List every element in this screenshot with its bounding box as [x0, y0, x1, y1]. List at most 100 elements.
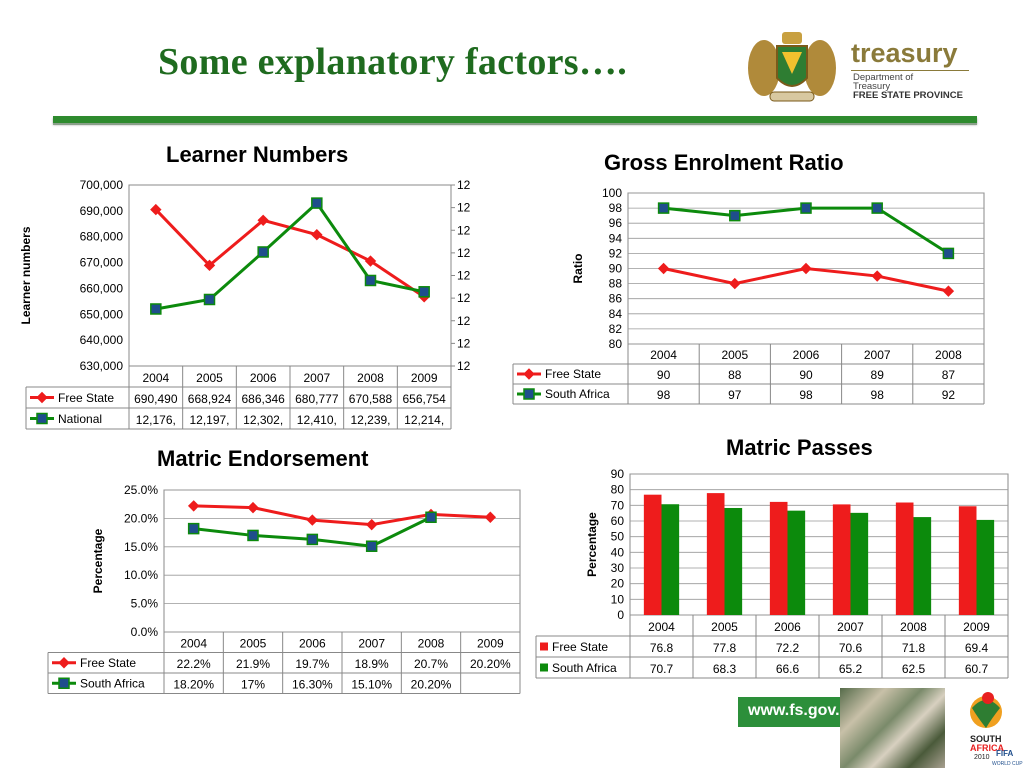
- badge-line5: WORLD CUP: [992, 761, 1023, 767]
- data-point: [257, 214, 269, 227]
- table-cell-value: 18.9%: [355, 657, 389, 671]
- table-cell-value: 69.4: [965, 641, 989, 655]
- y-tick-label: 0: [617, 608, 624, 622]
- x-category-label: 2008: [357, 371, 384, 385]
- learner-numbers-chart: 700,000 690,000 680,000 670,000 660,000 650,0…: [19, 178, 470, 430]
- bar: [769, 501, 788, 615]
- y-tick-label: 660,000: [80, 281, 124, 295]
- legend-key: [540, 642, 548, 651]
- legend-label: Free State: [552, 640, 608, 654]
- legend-marker: [36, 412, 48, 425]
- y2-tick-label: 12,200,000: [457, 291, 470, 305]
- table-cell-value: 16.30%: [292, 678, 333, 692]
- y-tick-label: 30: [611, 561, 625, 575]
- table-cell-value: 12,214,: [404, 413, 444, 427]
- table-cell-value: 12,176,: [136, 413, 176, 427]
- legend-marker: [58, 657, 70, 669]
- legend-marker: [36, 391, 48, 404]
- table-cell-value: 71.8: [902, 641, 926, 655]
- x-category-label: 2007: [864, 348, 891, 362]
- data-point: [365, 540, 378, 552]
- data-point: [150, 303, 162, 315]
- table-cell-value: 88: [728, 368, 742, 382]
- y-tick-label: 10.0%: [124, 568, 158, 582]
- table-cell-value: 12,239,: [350, 413, 390, 427]
- data-point: [657, 202, 670, 214]
- table-cell-value: 22.2%: [177, 657, 211, 671]
- table-cell-value: 70.6: [839, 641, 863, 655]
- table-cell-value: 98: [657, 388, 671, 402]
- y2-tick-label: 12,150,000: [457, 314, 470, 328]
- table-cell-value: 90: [657, 368, 671, 382]
- table-cell-value: 690,490: [134, 392, 178, 406]
- data-point: [800, 262, 812, 275]
- y-tick-label: 20.0%: [124, 511, 158, 525]
- data-point: [364, 274, 377, 287]
- data-point: [311, 228, 323, 241]
- table-cell-value: 66.6: [776, 662, 800, 676]
- table-cell-value: 20.20%: [470, 657, 511, 671]
- table-cell-value: 12,410,: [297, 413, 337, 427]
- data-point: [365, 518, 378, 531]
- bar: [724, 507, 743, 615]
- data-point: [257, 246, 269, 258]
- x-category-label: 2007: [837, 620, 864, 634]
- y-tick-label: 40: [611, 545, 625, 559]
- website-banner: [738, 697, 840, 727]
- data-point: [484, 511, 497, 523]
- y2-tick-label: 12,050,000: [457, 359, 470, 373]
- y2-tick-label: 12,450,000: [457, 178, 470, 192]
- bar: [706, 493, 725, 615]
- y-tick-label: 10: [611, 592, 625, 606]
- table-cell-value: 18.20%: [173, 678, 214, 692]
- y-tick-label: 50: [611, 530, 625, 544]
- badge-line4: FIFA: [996, 749, 1014, 758]
- y-axis-label: Percentage: [91, 528, 105, 593]
- y-tick-label: 25.0%: [124, 483, 158, 497]
- y-tick-label: 70: [611, 498, 625, 512]
- y-axis-label: Percentage: [585, 512, 599, 577]
- table-cell-value: 92: [942, 388, 956, 402]
- table-cell-value: 89: [871, 368, 885, 382]
- treasury-logo-line3: FREE STATE PROVINCE: [853, 90, 963, 101]
- table-cell-value: 70.7: [650, 662, 674, 676]
- bar: [895, 502, 914, 615]
- y-tick-label: 84: [609, 307, 623, 321]
- bar: [850, 512, 869, 615]
- table-cell-value: 686,346: [241, 392, 285, 406]
- data-point: [418, 286, 430, 298]
- y-tick-label: 90: [611, 467, 625, 481]
- stadium-photo: [840, 688, 945, 768]
- treasury-logo-word: treasury: [851, 38, 958, 68]
- bar: [787, 510, 806, 615]
- badge-line2: AFRICA: [970, 743, 1004, 753]
- table-cell-value: 97: [728, 388, 742, 402]
- title-divider: [53, 116, 977, 123]
- y-tick-label: 690,000: [80, 204, 124, 218]
- x-category-label: 2004: [648, 620, 675, 634]
- data-point: [425, 511, 437, 524]
- world-cup-2010-logo: SOUTH AFRICA 2010 FIFA WORLD CUP: [948, 688, 1024, 768]
- table-cell-value: 76.8: [650, 641, 674, 655]
- data-point: [150, 203, 162, 216]
- table-cell-value: 19.7%: [295, 657, 329, 671]
- table-cell-value: 77.8: [713, 641, 737, 655]
- x-category-label: 2004: [650, 348, 677, 362]
- y-tick-label: 100: [602, 186, 622, 200]
- x-category-label: 2005: [721, 348, 748, 362]
- y-tick-label: 670,000: [80, 256, 124, 270]
- y-tick-label: 90: [609, 262, 623, 276]
- table-cell-value: 12,197,: [189, 413, 229, 427]
- plot-area: [163, 489, 521, 633]
- legend-marker: [523, 388, 535, 400]
- website-url[interactable]: www.fs.gov.za: [748, 702, 857, 719]
- y-axis-label: Ratio: [571, 254, 585, 284]
- plot-area: [128, 184, 452, 367]
- data-point: [203, 259, 216, 272]
- y-tick-label: 5.0%: [131, 597, 159, 611]
- bar: [832, 504, 851, 615]
- data-point: [871, 270, 883, 282]
- legend-label: Free State: [58, 391, 114, 405]
- data-point: [306, 514, 319, 526]
